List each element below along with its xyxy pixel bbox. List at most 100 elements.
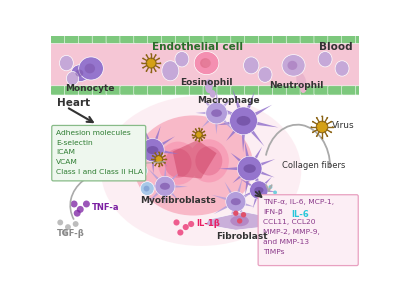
Polygon shape: [252, 174, 262, 189]
Polygon shape: [173, 140, 216, 178]
Circle shape: [73, 221, 78, 227]
Circle shape: [158, 151, 160, 153]
Polygon shape: [153, 126, 161, 144]
Circle shape: [188, 221, 194, 227]
Circle shape: [62, 230, 68, 235]
Circle shape: [330, 132, 332, 133]
Circle shape: [276, 203, 282, 209]
Polygon shape: [214, 203, 232, 214]
Ellipse shape: [144, 186, 150, 191]
Circle shape: [332, 126, 334, 128]
Polygon shape: [236, 177, 243, 197]
FancyBboxPatch shape: [286, 34, 301, 43]
Polygon shape: [202, 116, 213, 128]
Circle shape: [316, 117, 318, 119]
Ellipse shape: [162, 61, 179, 81]
Text: Macrophage: Macrophage: [197, 96, 260, 105]
Polygon shape: [171, 185, 188, 188]
Text: Adhesion molecules: Adhesion molecules: [56, 130, 131, 136]
Ellipse shape: [210, 90, 216, 98]
Polygon shape: [201, 98, 213, 110]
Polygon shape: [226, 126, 240, 141]
Text: Blood: Blood: [319, 42, 353, 51]
Polygon shape: [253, 195, 258, 209]
Circle shape: [195, 129, 196, 130]
FancyBboxPatch shape: [272, 86, 287, 95]
Circle shape: [150, 72, 152, 73]
Polygon shape: [159, 149, 179, 154]
Circle shape: [330, 121, 332, 123]
Ellipse shape: [254, 187, 264, 193]
Circle shape: [195, 139, 196, 141]
Ellipse shape: [84, 64, 95, 73]
Ellipse shape: [140, 182, 154, 196]
Polygon shape: [163, 192, 166, 205]
Circle shape: [268, 185, 272, 189]
FancyBboxPatch shape: [64, 34, 79, 43]
Ellipse shape: [244, 57, 259, 74]
Circle shape: [273, 191, 277, 194]
Circle shape: [316, 121, 328, 133]
Circle shape: [198, 140, 200, 142]
FancyBboxPatch shape: [245, 86, 259, 95]
Polygon shape: [168, 173, 178, 183]
Circle shape: [155, 156, 163, 163]
Circle shape: [226, 192, 246, 212]
FancyBboxPatch shape: [272, 34, 287, 43]
FancyBboxPatch shape: [52, 126, 146, 181]
Text: Endothelial cell: Endothelial cell: [152, 42, 243, 51]
FancyBboxPatch shape: [51, 34, 65, 43]
FancyBboxPatch shape: [120, 34, 134, 43]
Circle shape: [83, 200, 90, 207]
Ellipse shape: [189, 139, 229, 182]
Circle shape: [241, 212, 246, 217]
Circle shape: [312, 121, 314, 123]
Polygon shape: [215, 119, 218, 134]
Text: Collagen fibers: Collagen fibers: [282, 161, 345, 170]
FancyBboxPatch shape: [217, 86, 232, 95]
Circle shape: [198, 128, 200, 129]
Polygon shape: [220, 97, 233, 110]
Polygon shape: [262, 177, 272, 187]
Polygon shape: [229, 207, 236, 225]
Polygon shape: [220, 116, 235, 132]
Polygon shape: [264, 189, 276, 192]
Polygon shape: [164, 166, 166, 181]
Ellipse shape: [211, 109, 222, 117]
Circle shape: [250, 181, 268, 199]
Ellipse shape: [158, 141, 198, 185]
Ellipse shape: [175, 51, 189, 67]
FancyBboxPatch shape: [314, 86, 328, 95]
Polygon shape: [151, 157, 154, 174]
Circle shape: [154, 165, 156, 166]
Ellipse shape: [160, 183, 170, 190]
Circle shape: [142, 58, 144, 59]
Polygon shape: [241, 129, 246, 152]
Polygon shape: [237, 206, 248, 224]
Polygon shape: [256, 169, 275, 178]
Polygon shape: [196, 111, 210, 115]
Circle shape: [206, 102, 227, 124]
FancyBboxPatch shape: [328, 34, 342, 43]
Circle shape: [192, 131, 194, 132]
FancyBboxPatch shape: [300, 34, 315, 43]
Ellipse shape: [258, 67, 272, 82]
Polygon shape: [256, 159, 275, 168]
Polygon shape: [244, 91, 255, 114]
Circle shape: [164, 162, 166, 164]
Ellipse shape: [288, 61, 297, 70]
Circle shape: [141, 138, 164, 162]
Circle shape: [316, 135, 318, 137]
FancyBboxPatch shape: [314, 34, 328, 43]
Polygon shape: [139, 185, 159, 188]
FancyBboxPatch shape: [189, 34, 204, 43]
Circle shape: [146, 70, 147, 72]
Circle shape: [160, 62, 161, 64]
Ellipse shape: [164, 148, 192, 178]
Polygon shape: [138, 154, 150, 169]
Circle shape: [201, 139, 203, 141]
Circle shape: [65, 224, 71, 230]
FancyBboxPatch shape: [51, 86, 65, 95]
Text: TIMPs: TIMPs: [263, 250, 284, 256]
FancyBboxPatch shape: [328, 86, 342, 95]
